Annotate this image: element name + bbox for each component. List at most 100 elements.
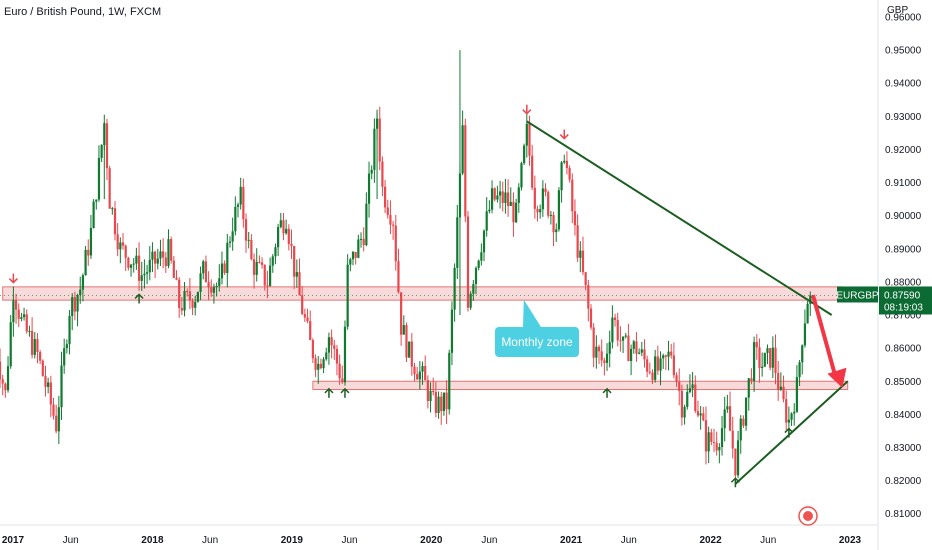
candle-body: [156, 258, 159, 264]
candle-body: [635, 341, 638, 354]
candle-body: [317, 363, 320, 370]
candle-body: [175, 277, 178, 280]
candle-body: [437, 396, 440, 414]
candle-body: [742, 418, 745, 426]
candle-body: [769, 348, 772, 368]
candle-body: [696, 410, 700, 416]
candle-body: [145, 272, 149, 274]
candle-body: [199, 273, 202, 292]
candle-body: [541, 188, 544, 210]
candle-body: [378, 118, 381, 162]
x-tick-label: Jun: [481, 535, 497, 546]
candle-body: [429, 390, 432, 401]
candle-body: [632, 341, 635, 349]
candle-body: [298, 272, 301, 296]
candle-body: [314, 358, 317, 370]
candle-body: [525, 123, 528, 146]
candle-body: [319, 363, 323, 369]
candle-body: [482, 230, 486, 253]
candle-body: [135, 255, 138, 264]
y-tick-label: 0.86000: [885, 344, 922, 355]
down-arrow-marker-head: [522, 109, 532, 115]
candle-body: [277, 227, 280, 248]
candle-body: [656, 356, 659, 371]
candle-body: [707, 432, 710, 452]
y-tick-label: 0.81000: [885, 509, 922, 520]
candle-body: [295, 272, 298, 277]
candle-body: [354, 251, 357, 258]
candle-body: [667, 351, 670, 357]
candle-body: [584, 272, 587, 286]
candle-body: [14, 300, 18, 310]
y-tick-label: 0.96000: [885, 12, 922, 23]
candle-body: [512, 201, 515, 223]
candle-body: [73, 297, 76, 312]
candle-body: [81, 275, 85, 290]
candle-body: [20, 317, 23, 319]
candle-body: [370, 169, 373, 174]
y-tick-label: 0.94000: [885, 79, 922, 90]
candle-body: [504, 192, 507, 203]
candle-body: [691, 384, 694, 389]
projection-arrow-shaft: [811, 294, 839, 381]
candle-body: [806, 303, 809, 324]
candle-body: [338, 363, 341, 379]
candle-body: [809, 295, 812, 304]
candle-body: [293, 245, 296, 277]
candle-body: [242, 186, 245, 220]
candle-body: [589, 308, 593, 328]
candle-body: [228, 241, 232, 243]
x-tick-label: 2022: [699, 535, 722, 546]
up-arrow-marker-head: [324, 387, 334, 394]
candle-body: [167, 239, 170, 266]
candle-body: [616, 320, 619, 341]
candle-body: [651, 372, 654, 380]
candle-body: [258, 261, 261, 263]
candle-body: [239, 186, 242, 205]
candle-body: [474, 267, 478, 285]
candle-body: [718, 447, 721, 451]
candle-body: [0, 361, 2, 380]
candle-body: [704, 420, 708, 452]
candle-body: [787, 419, 790, 423]
candle-body: [424, 366, 427, 381]
candles: [0, 50, 812, 484]
candle-body: [659, 358, 662, 371]
candle-body: [469, 293, 472, 308]
candle-body: [301, 295, 304, 315]
candle-body: [247, 239, 250, 241]
candle-body: [678, 381, 681, 391]
candle-body: [440, 396, 443, 412]
candle-body: [726, 406, 729, 410]
candle-body: [266, 285, 269, 287]
candle-body: [793, 411, 796, 414]
candle-body: [252, 259, 256, 275]
candle-body: [520, 163, 523, 188]
candle-body: [498, 191, 502, 196]
y-tick-label: 0.88000: [885, 277, 922, 288]
down-arrow-marker-head: [8, 278, 18, 284]
price-tag-countdown: 08:19:03: [884, 302, 923, 313]
candle-body: [445, 392, 448, 410]
candle-body: [309, 321, 312, 341]
candle-body: [739, 418, 742, 441]
up-arrow-marker-head: [784, 427, 794, 434]
candle-body: [311, 340, 314, 359]
candle-body: [432, 390, 435, 393]
candle-body: [485, 211, 488, 231]
candle-body: [143, 273, 146, 276]
candle-body: [608, 342, 611, 354]
candle-body: [400, 292, 403, 335]
candle-body: [450, 309, 454, 353]
candle-body: [680, 390, 684, 418]
candle-body: [52, 404, 55, 416]
candle-body: [579, 250, 582, 258]
candle-body: [477, 260, 480, 268]
y-tick-label: 0.82000: [885, 476, 922, 487]
candle-body: [600, 351, 603, 361]
candle-body: [268, 265, 272, 286]
x-tick-label: 2017: [2, 535, 25, 546]
candle-body: [335, 348, 339, 364]
